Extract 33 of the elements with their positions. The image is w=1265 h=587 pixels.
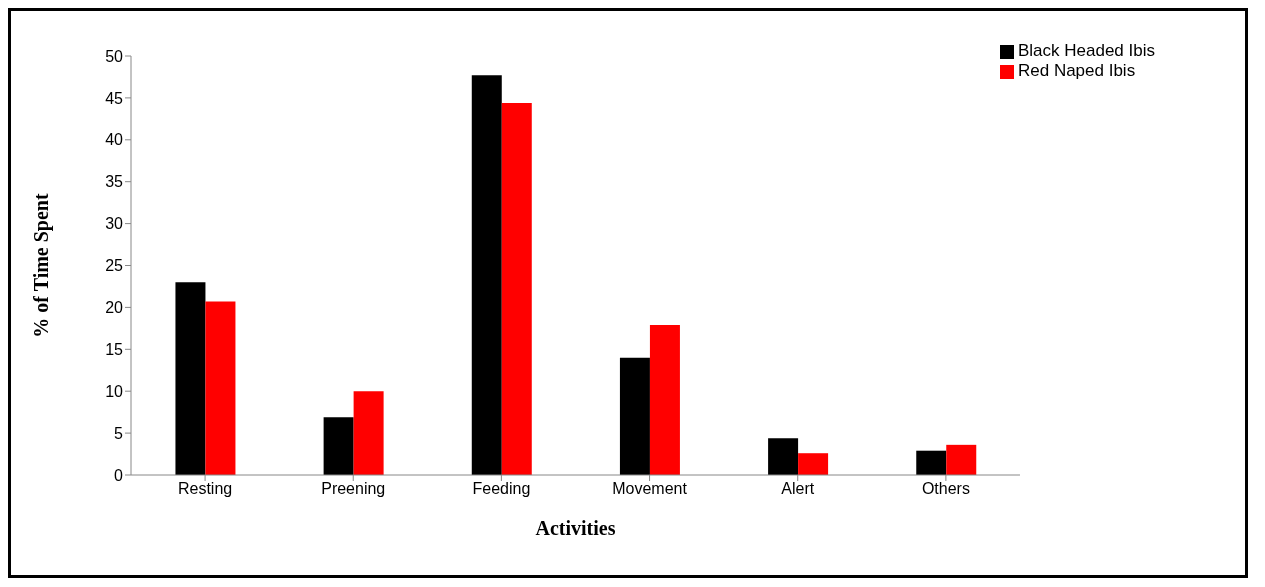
y-tick-label: 15 <box>105 340 124 358</box>
x-axis-title: Activities <box>535 517 616 539</box>
y-tick-label: 40 <box>105 131 124 149</box>
bar <box>471 75 502 475</box>
y-tick-label: 50 <box>105 47 124 65</box>
y-tick-label: 30 <box>105 215 124 233</box>
bar <box>323 417 354 475</box>
bar <box>649 325 680 475</box>
bar <box>946 444 977 475</box>
y-tick-label: 35 <box>105 173 124 191</box>
bar <box>768 438 799 475</box>
y-tick-label: 5 <box>114 424 124 442</box>
y-tick-label: 45 <box>105 89 124 107</box>
bar <box>916 450 947 475</box>
x-tick-label: Alert <box>781 480 815 498</box>
x-tick-label: Resting <box>177 480 233 498</box>
legend-label: Black Headed Ibis <box>1017 41 1155 60</box>
x-tick-label: Preening <box>321 480 386 498</box>
y-tick-label: 10 <box>105 382 124 400</box>
legend-label: Red Naped Ibis <box>1017 61 1136 80</box>
bar <box>353 391 384 475</box>
y-tick-label: 20 <box>105 299 124 317</box>
bar <box>205 301 236 475</box>
bar <box>798 453 829 475</box>
x-tick-label: Movement <box>612 480 688 498</box>
bar <box>619 357 650 475</box>
bar <box>501 102 532 475</box>
bar <box>175 282 206 475</box>
x-tick-label: Feeding <box>472 480 531 498</box>
y-axis-title: % of Time Spent <box>30 193 54 338</box>
y-tick-label: 0 <box>114 466 124 484</box>
y-tick-label: 25 <box>105 257 124 275</box>
x-tick-label: Others <box>921 480 970 498</box>
